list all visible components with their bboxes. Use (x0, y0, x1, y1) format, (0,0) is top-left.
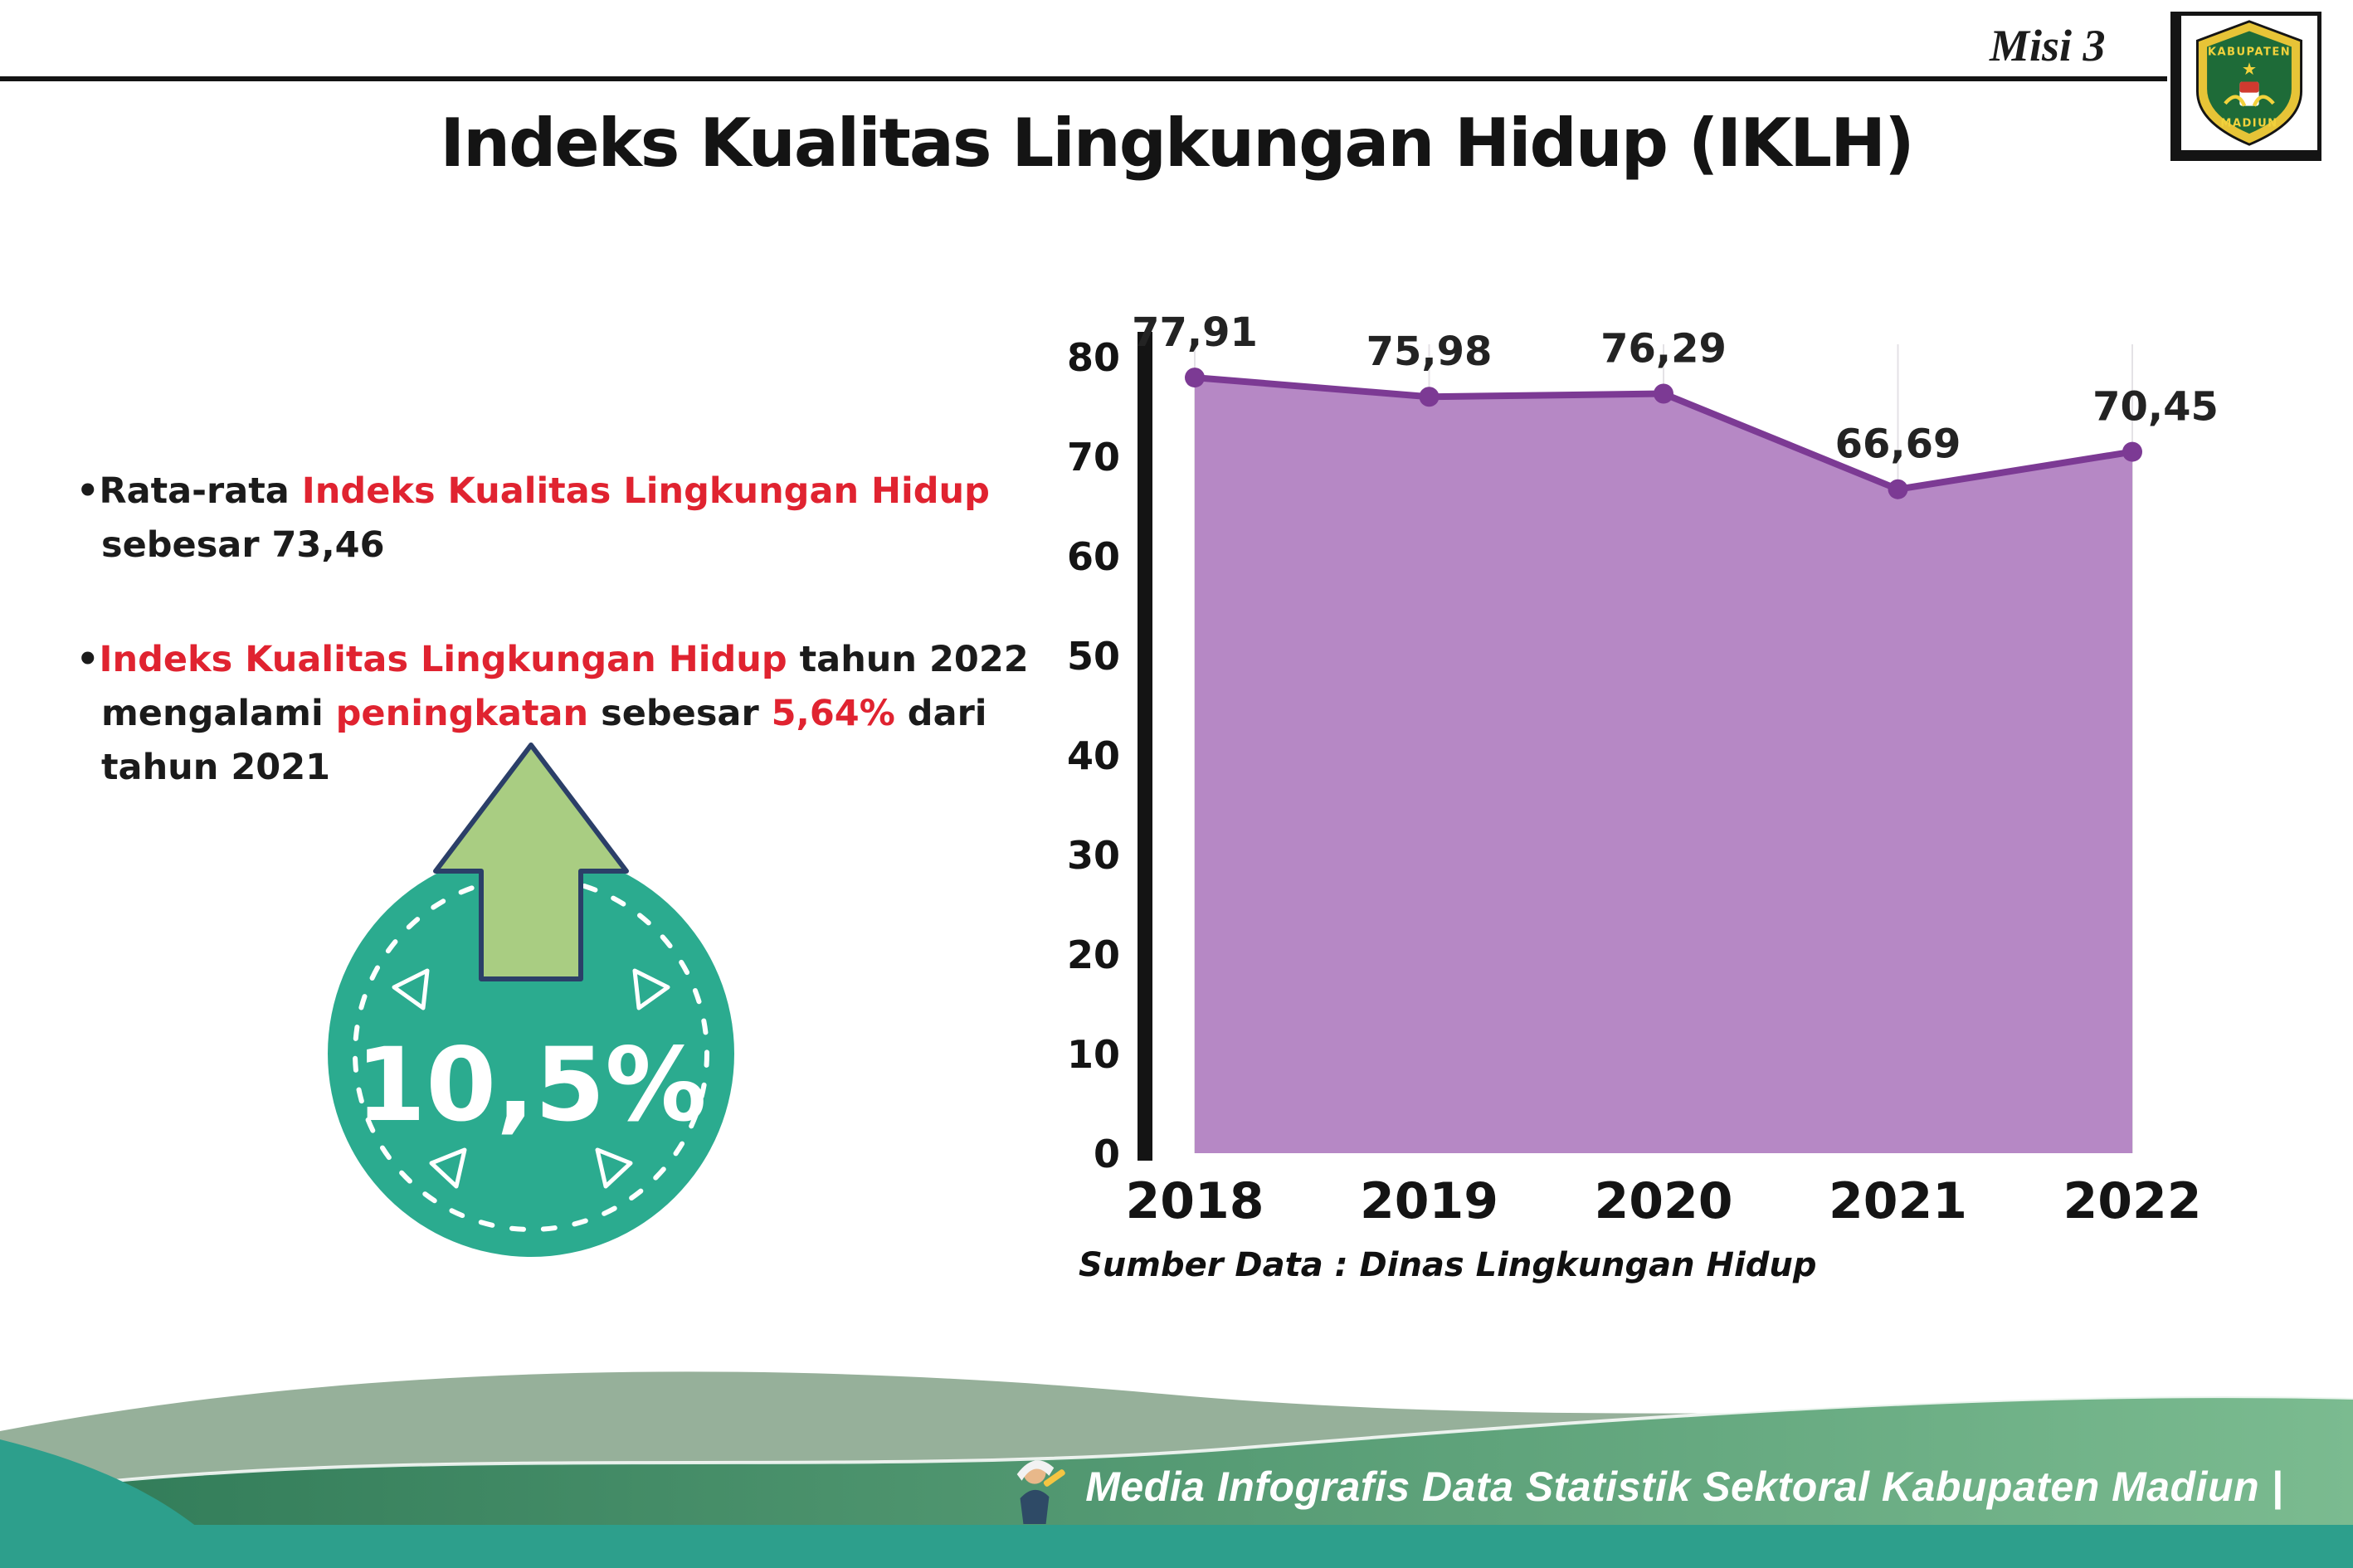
iklh-area-chart: 0 10 20 30 40 50 60 70 80 2018 2019 2020 2021 2022 77,… (1067, 309, 2219, 1230)
footer-waves (0, 1371, 2353, 1568)
y-tick-label: 30 (1067, 833, 1120, 878)
x-tick-label: 2019 (1360, 1172, 1498, 1228)
growth-badge-graphic: 10,5% (328, 743, 734, 1257)
value-label: 66,69 (1835, 421, 1961, 468)
y-tick-label: 70 (1067, 435, 1120, 480)
bullet1-text-1: Rata-rata (99, 470, 302, 512)
data-point (2122, 441, 2142, 462)
growth-arrow-icon (433, 743, 629, 981)
bullet-marker: • (76, 638, 100, 680)
data-point (1654, 383, 1673, 404)
bullet-item-average: •Rata-rata Indeks Kualitas Lingkungan Hi… (76, 465, 1055, 573)
y-tick-label: 10 (1067, 1032, 1120, 1077)
y-tick-label: 20 (1067, 933, 1120, 977)
footer-caption: Media Infografis Data Statistik Sektoral… (1085, 1463, 2283, 1510)
data-point (1185, 368, 1205, 388)
logo-shield-icon: KABUPATEN ★ MADIUN (2196, 20, 2302, 146)
bullet-marker: • (76, 470, 100, 512)
bullet2-highlight-2: peningkatan (335, 693, 589, 735)
badge-circle (328, 850, 734, 1257)
y-tick-label: 80 (1067, 335, 1120, 380)
data-point (1419, 387, 1440, 407)
value-label: 75,98 (1366, 329, 1493, 375)
logo-top-text: KABUPATEN (2208, 46, 2291, 59)
badge-triangle-icon (392, 968, 430, 1010)
bullet1-text-2: sebesar 73,46 (101, 524, 385, 567)
bullet2-text-1: tahun 2022 mengalami (101, 638, 1029, 735)
misi-label: Misi 3 (1990, 21, 2106, 71)
y-tick-label: 50 (1067, 634, 1120, 679)
badge-triangle-icon (595, 1147, 633, 1189)
growth-badge-value: 10,5% (355, 1026, 706, 1144)
growth-badge: 10,5% (307, 730, 755, 1278)
bullet-item-increase: •Indeks Kualitas Lingkungan Hidup tahun … (76, 633, 1055, 796)
value-label: 76,29 (1600, 326, 1727, 373)
bullet2-text-3: dari tahun 2021 (101, 693, 987, 789)
data-point (1888, 479, 1908, 499)
x-tick-label: 2022 (2063, 1172, 2202, 1228)
chart-region: 0 10 20 30 40 50 60 70 80 2018 2019 2020 2021 2022 77,… (1037, 299, 2257, 1230)
value-label: 77,91 (1132, 309, 1258, 356)
mascot-icon (1016, 1460, 1066, 1525)
page-title: Indeks Kualitas Lingkungan Hidup (IKLH) (440, 105, 1914, 182)
bullet2-text-2: sebesar (588, 693, 772, 735)
area-fill (1195, 377, 2132, 1153)
chart-source-caption: Sumber Data : Dinas Lingkungan Hidup (1079, 1246, 1817, 1284)
footer-caption-bar: Media Infografis Data Statistik Sektoral… (1002, 1449, 2283, 1525)
x-tick-label: 2018 (1126, 1172, 1264, 1228)
header-rule (0, 76, 2167, 81)
badge-triangle-icon (429, 1147, 467, 1189)
badge-triangle-icon (632, 968, 670, 1010)
x-tick-label: 2021 (1829, 1172, 1967, 1228)
value-label: 70,45 (2092, 384, 2219, 431)
bullet2-highlight-1: Indeks Kualitas Lingkungan Hidup (99, 638, 787, 680)
logo-bottom-text: MADIUN (2220, 117, 2277, 129)
bullet2-highlight-3: 5,64% (771, 693, 895, 735)
kabupaten-madiun-logo: KABUPATEN ★ MADIUN (2170, 12, 2321, 161)
y-tick-label: 40 (1067, 733, 1120, 778)
x-tick-label: 2020 (1595, 1172, 1733, 1228)
logo-star-icon: ★ (2242, 59, 2257, 79)
y-tick-label: 0 (1094, 1132, 1120, 1176)
bullet1-highlight: Indeks Kualitas Lingkungan Hidup (301, 470, 990, 512)
y-tick-label: 60 (1067, 534, 1120, 579)
bullet-list: •Rata-rata Indeks Kualitas Lingkungan Hi… (76, 465, 1055, 796)
